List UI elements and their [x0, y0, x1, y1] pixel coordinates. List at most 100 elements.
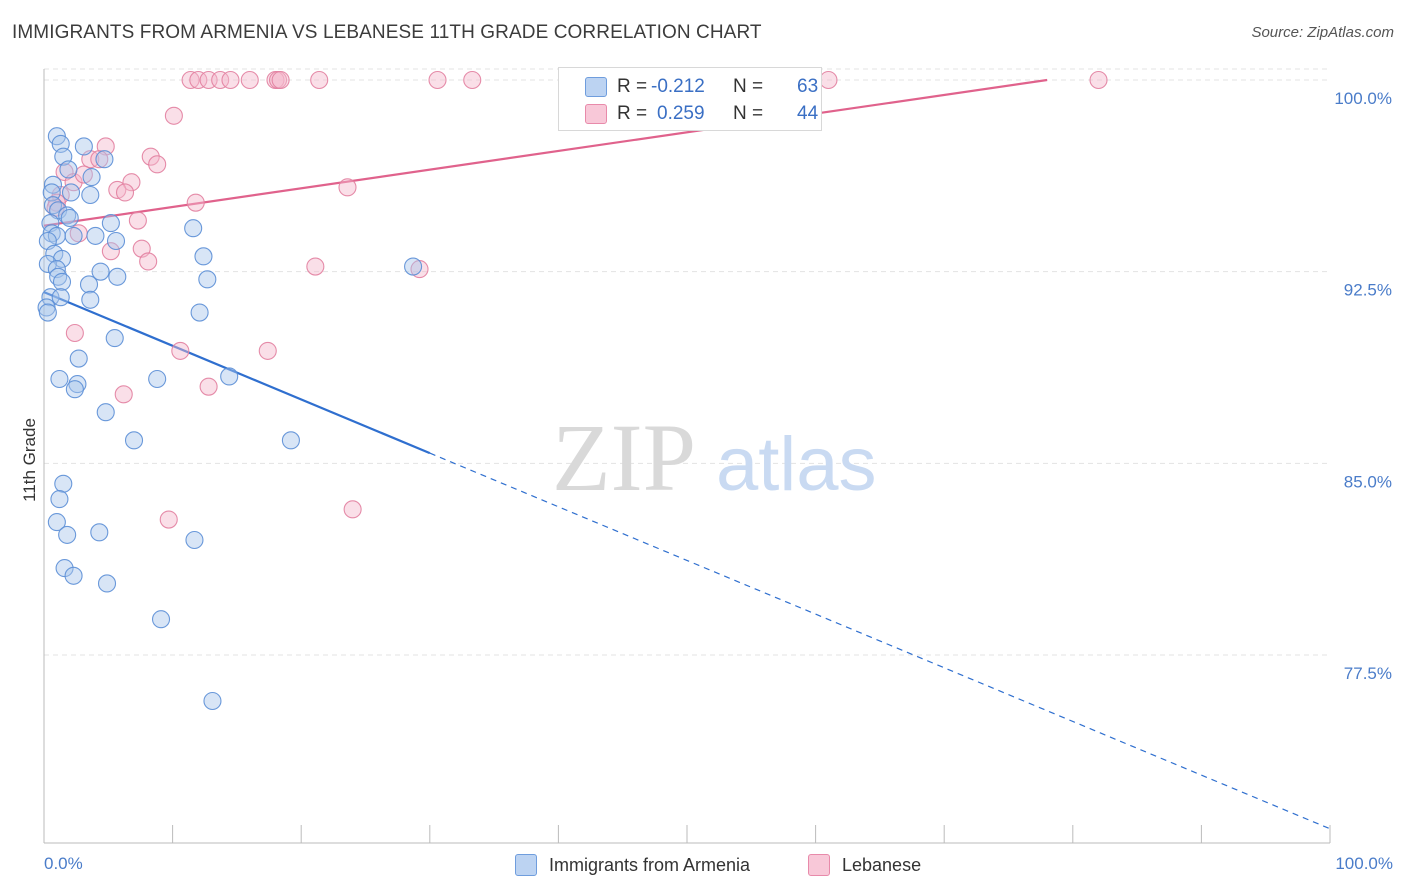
point-armenia-13 [58, 206, 77, 225]
point-lebanese-36 [306, 257, 325, 276]
point-armenia-62 [203, 691, 222, 711]
point-lebanese-5 [240, 70, 259, 90]
point-armenia-36 [41, 288, 60, 307]
point-lebanese-23 [122, 173, 141, 192]
point-lebanese-11 [463, 70, 482, 90]
trend-line-armenia-extrapolated [429, 452, 1331, 830]
point-lebanese-9 [310, 70, 329, 90]
point-armenia-26 [194, 247, 213, 266]
point-lebanese-10 [428, 70, 447, 90]
point-armenia-5 [59, 160, 78, 179]
bottom-legend-swatch-blue [515, 854, 537, 876]
point-armenia-14 [60, 208, 79, 228]
point-armenia-45 [148, 369, 167, 389]
point-armenia-57 [185, 530, 204, 550]
point-armenia-10 [81, 185, 100, 205]
point-lebanese-25 [115, 183, 135, 202]
point-armenia-37 [51, 288, 70, 307]
point-lebanese-3 [211, 70, 230, 90]
watermark: ZIP atlas [552, 404, 877, 511]
point-armenia-40 [38, 303, 57, 322]
point-armenia-7 [43, 175, 63, 194]
point-armenia-56 [58, 525, 77, 544]
trend-line-lebanese [43, 78, 1048, 227]
point-lebanese-39 [171, 341, 190, 360]
legend-n-value-armenia: 63 [797, 76, 819, 97]
legend-r-value-armenia: -0.212 [651, 76, 705, 97]
bottom-legend-lebanese: Lebanese [808, 852, 921, 878]
point-lebanese-18 [148, 155, 167, 174]
point-armenia-35 [404, 257, 423, 276]
point-armenia-52 [54, 474, 73, 493]
point-armenia-6 [82, 168, 101, 187]
point-armenia-31 [108, 267, 127, 286]
legend-r-value-lebanese: 0.259 [657, 103, 705, 124]
point-armenia-60 [97, 574, 117, 593]
point-armenia-54 [47, 513, 66, 532]
point-armenia-46 [220, 367, 239, 386]
point-lebanese-19 [90, 150, 109, 169]
point-lebanese-43 [159, 510, 178, 529]
point-armenia-17 [184, 219, 203, 238]
bottom-legend-swatch-pink [808, 854, 830, 876]
point-armenia-44 [50, 369, 69, 389]
x-tick-label-1: 100.0% [1335, 854, 1393, 873]
point-lebanese-38 [65, 323, 84, 343]
point-armenia-20 [86, 226, 105, 245]
point-lebanese-44 [343, 500, 362, 519]
legend-n-label-armenia: N = [733, 76, 764, 97]
point-armenia-25 [52, 249, 72, 268]
bottom-legend-label-lebanese: Lebanese [842, 854, 922, 875]
y-tick-label-3: 100.0% [1334, 89, 1392, 108]
axes [43, 69, 1331, 844]
y-tick-label-2: 92.5% [1344, 281, 1392, 300]
point-armenia-16 [101, 214, 120, 233]
point-armenia-51 [281, 431, 300, 450]
watermark-zip: ZIP [552, 404, 696, 511]
point-armenia-47 [68, 375, 87, 394]
point-lebanese-35 [139, 252, 158, 271]
gridlines [44, 68, 1330, 656]
point-lebanese-14 [164, 106, 183, 125]
stats-legend: R = -0.212 N = 63 R = 0.259 N = 44 [558, 67, 822, 131]
point-armenia-61 [151, 610, 171, 629]
point-lebanese-0 [181, 70, 200, 90]
legend-n-label-lebanese: N = [733, 103, 764, 124]
legend-r-label-lebanese: R = [617, 103, 648, 124]
point-armenia-42 [105, 329, 124, 348]
point-lebanese-16 [141, 147, 160, 166]
point-armenia-59 [64, 566, 83, 585]
point-lebanese-4 [221, 70, 240, 90]
point-armenia-22 [106, 231, 126, 251]
point-armenia-33 [52, 272, 72, 291]
source-label: Source: ZipAtlas.com [1251, 24, 1394, 41]
bottom-legend-armenia: Immigrants from Armenia [515, 852, 750, 878]
y-tick-label-1: 85.0% [1344, 472, 1392, 491]
point-lebanese-26 [338, 178, 357, 197]
point-lebanese-42 [114, 385, 133, 404]
point-armenia-41 [190, 303, 209, 322]
point-armenia-53 [50, 490, 69, 509]
point-lebanese-12 [819, 70, 838, 90]
point-lebanese-13 [1089, 70, 1108, 90]
chart-title: IMMIGRANTS FROM ARMENIA VS LEBANESE 11TH… [12, 22, 762, 43]
legend-swatch-pink [585, 104, 607, 124]
point-lebanese-1 [189, 70, 208, 90]
point-armenia-49 [96, 403, 115, 422]
point-lebanese-31 [128, 211, 147, 230]
tick-labels: 77.5% 85.0% 92.5% 100.0% 0.0% 100.0% [44, 89, 1393, 873]
point-armenia-32 [198, 270, 217, 289]
data-points [37, 70, 1108, 711]
point-armenia-34 [79, 275, 99, 294]
point-lebanese-8 [271, 70, 290, 90]
point-armenia-9 [61, 183, 81, 202]
point-armenia-4 [95, 150, 114, 169]
point-lebanese-41 [199, 377, 218, 396]
y-axis-label: 11th Grade [20, 418, 39, 502]
point-lebanese-34 [101, 242, 120, 261]
legend-n-value-lebanese: 44 [797, 103, 819, 124]
point-armenia-2 [74, 137, 93, 156]
watermark-atlas: atlas [716, 422, 877, 507]
point-armenia-43 [69, 349, 88, 368]
